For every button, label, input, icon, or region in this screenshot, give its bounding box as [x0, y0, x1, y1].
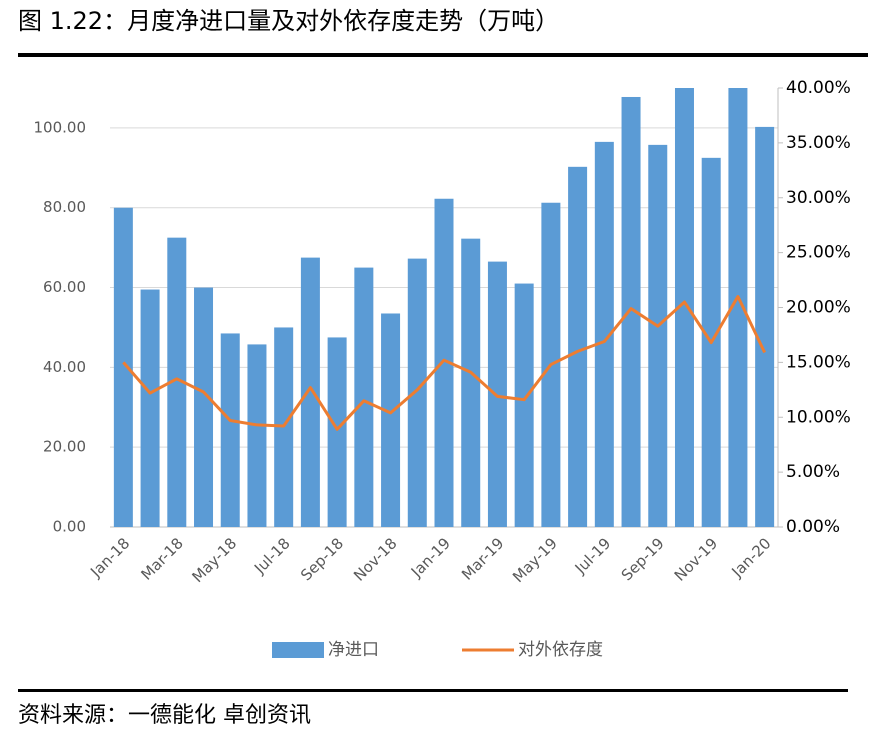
bar [674, 88, 694, 527]
bar [648, 144, 668, 527]
bar [327, 337, 347, 527]
bar [594, 141, 614, 528]
x-tick-label: Jul-18 [250, 534, 294, 578]
bar [354, 267, 374, 527]
source: 资料来源：一德能化 卓创资讯 [18, 703, 311, 728]
y2-tick-label: 15.00% [786, 352, 851, 372]
x-tick-label: Jan-18 [86, 534, 133, 581]
y-tick-label: 100.00 [34, 118, 87, 136]
y-tick-label: 60.00 [43, 278, 86, 296]
y2-tick-label: 10.00% [786, 407, 851, 427]
bar [514, 283, 534, 527]
y2-tick-label: 25.00% [786, 243, 851, 263]
bar [140, 289, 160, 527]
bar [621, 96, 641, 527]
x-tick-label: Mar-19 [458, 534, 507, 583]
bar [194, 287, 214, 527]
y-tick-label: 0.00 [53, 518, 86, 536]
y2-tick-label: 40.00% [786, 78, 851, 98]
x-tick-label: Jul-19 [571, 534, 615, 578]
title-rule [18, 53, 868, 57]
bar [434, 198, 454, 527]
bar [487, 261, 507, 527]
x-tick-label: Jan-20 [728, 534, 775, 581]
legend-label: 对外依存度 [518, 640, 603, 660]
bar [220, 333, 240, 527]
legend-swatch [272, 642, 324, 658]
x-tick-label: Mar-18 [137, 534, 186, 583]
y2-tick-label: 0.00% [786, 517, 840, 537]
y2-tick-label: 35.00% [786, 133, 851, 153]
x-tick-label: May-18 [188, 534, 240, 586]
bar [755, 126, 775, 527]
chart-title: 图 1.22：月度净进口量及对外依存度走势（万吨） [18, 7, 559, 35]
x-tick-label: May-19 [509, 534, 561, 586]
y2-tick-label: 5.00% [786, 462, 840, 482]
x-tick-label: Nov-19 [671, 534, 721, 584]
bar [568, 166, 588, 528]
bar [381, 313, 401, 527]
x-tick-label: Sep-19 [618, 534, 668, 584]
bar [407, 258, 427, 527]
x-tick-label: Jan-19 [407, 534, 454, 581]
y-tick-label: 20.00 [43, 438, 86, 456]
y-tick-label: 40.00 [43, 358, 86, 376]
x-tick-label: Nov-18 [350, 534, 400, 584]
bar [461, 238, 481, 528]
x-tick-label: Sep-18 [297, 534, 347, 584]
bar [167, 237, 187, 527]
y2-tick-label: 30.00% [786, 188, 851, 208]
y-tick-label: 80.00 [43, 198, 86, 216]
y2-tick-label: 20.00% [786, 298, 851, 318]
bar [113, 207, 133, 527]
legend-label: 净进口 [328, 640, 379, 660]
line [122, 295, 766, 431]
bar [728, 88, 748, 527]
bar [247, 344, 267, 527]
bar [300, 257, 320, 527]
source-rule [18, 689, 848, 692]
